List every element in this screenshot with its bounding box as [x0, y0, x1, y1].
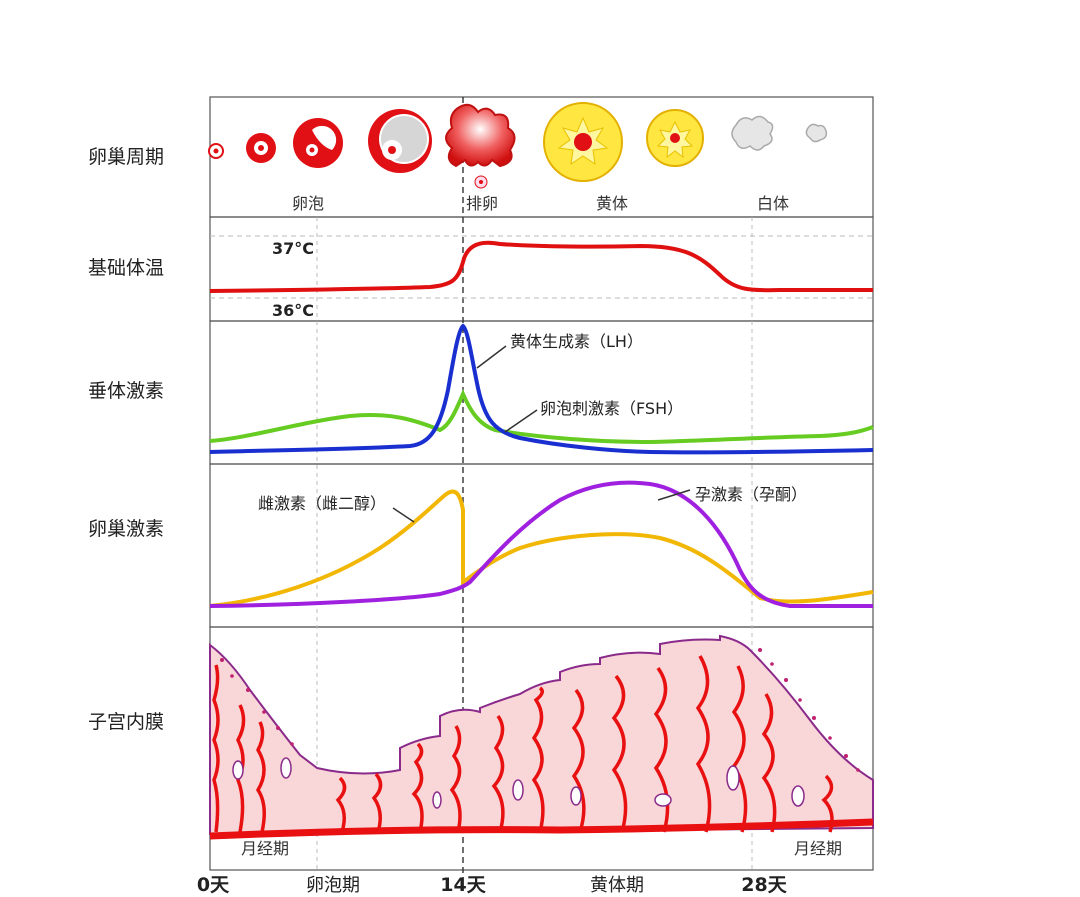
progesterone-curve [209, 480, 873, 608]
lh-label: 黄体生成素（LH） [510, 332, 643, 351]
primordial-follicle-icon [208, 143, 224, 159]
regressing-corpus-luteum-icon [646, 109, 704, 167]
spiral-artery [761, 693, 777, 833]
ovary-stage-icons [208, 102, 828, 189]
spiral-artery [611, 674, 628, 833]
temp-high-label: 37°C [272, 239, 314, 258]
axis-day14-label: 14天 [440, 874, 486, 896]
temp-low-label: 36°C [272, 301, 314, 320]
primary-follicle-icon [246, 133, 276, 163]
axis-day28-label: 28天 [741, 874, 787, 896]
progesterone-label: 孕激素（孕酮） [695, 485, 807, 504]
spiral-artery [255, 721, 266, 833]
corpus-luteum-icon [543, 102, 623, 182]
secondary-follicle-icon [293, 118, 343, 168]
gland [570, 786, 582, 806]
gland [512, 779, 524, 801]
corpus-albicans-small-icon [805, 123, 828, 143]
spiral-artery [212, 664, 220, 833]
gland [654, 793, 672, 807]
axis-luteal-label: 黄体期 [590, 875, 644, 896]
progesterone-leader-line [657, 489, 691, 501]
row-label-ovarian-cycle: 卵巢周期 [88, 146, 164, 168]
menses-start-label: 月经期 [241, 839, 289, 858]
basal-temperature-curve [209, 240, 873, 293]
gland [432, 791, 442, 809]
spiral-artery [731, 665, 748, 833]
spiral-artery [821, 774, 834, 833]
lh-curve [209, 323, 874, 455]
spiral-artery [236, 704, 246, 833]
spiral-artery [491, 714, 505, 833]
stage-label-ovulation: 排卵 [466, 194, 498, 213]
stage-label-follicle: 卵泡 [292, 194, 324, 213]
fsh-leader-line [504, 409, 538, 433]
spiral-artery [335, 776, 347, 833]
gland [232, 760, 244, 780]
gland [791, 785, 805, 807]
spiral-artery [371, 772, 383, 833]
gland [280, 757, 292, 779]
lh-leader-line [476, 345, 507, 369]
row-label-ovarian-hormones: 卵巢激素 [88, 518, 164, 540]
estrogen-leader-line [392, 507, 415, 523]
spiral-artery [571, 688, 586, 833]
spiral-artery [411, 742, 424, 833]
menses-end-label: 月经期 [794, 839, 842, 858]
spiral-arteries [212, 655, 834, 833]
fsh-curve [209, 389, 874, 445]
spiral-artery [449, 725, 462, 833]
row-label-pituitary-hormones: 垂体激素 [88, 380, 164, 402]
spiral-artery [695, 655, 712, 833]
corpus-albicans-large-icon [731, 115, 774, 151]
mature-follicle-icon [368, 109, 432, 173]
stage-label-corpus-luteum: 黄体 [596, 194, 628, 213]
endometrial-glands [232, 757, 805, 809]
axis-day0-label: 0天 [197, 874, 230, 896]
ruptured-follicle-icon [445, 103, 516, 189]
row-label-endometrium: 子宫内膜 [88, 711, 164, 733]
row-label-basal-body-temperature: 基础体温 [88, 257, 164, 279]
estrogen-label: 雌激素（雌二醇） [258, 494, 386, 513]
shedding-debris [220, 648, 860, 772]
axis-follicular-label: 卵泡期 [306, 875, 360, 896]
gland [726, 765, 740, 791]
fsh-label: 卵泡刺激素（FSH） [540, 399, 683, 418]
spiral-artery [531, 686, 545, 833]
stage-label-corpus-albicans: 白体 [757, 194, 789, 213]
